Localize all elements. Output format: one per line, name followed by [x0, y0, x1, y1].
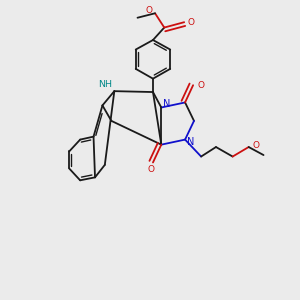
Text: O: O: [253, 141, 260, 150]
Text: O: O: [197, 81, 204, 90]
Text: O: O: [145, 6, 152, 15]
Text: O: O: [147, 165, 154, 174]
Text: O: O: [188, 18, 195, 27]
Text: NH: NH: [98, 80, 112, 89]
Text: N: N: [187, 137, 195, 147]
Text: N: N: [163, 99, 170, 109]
